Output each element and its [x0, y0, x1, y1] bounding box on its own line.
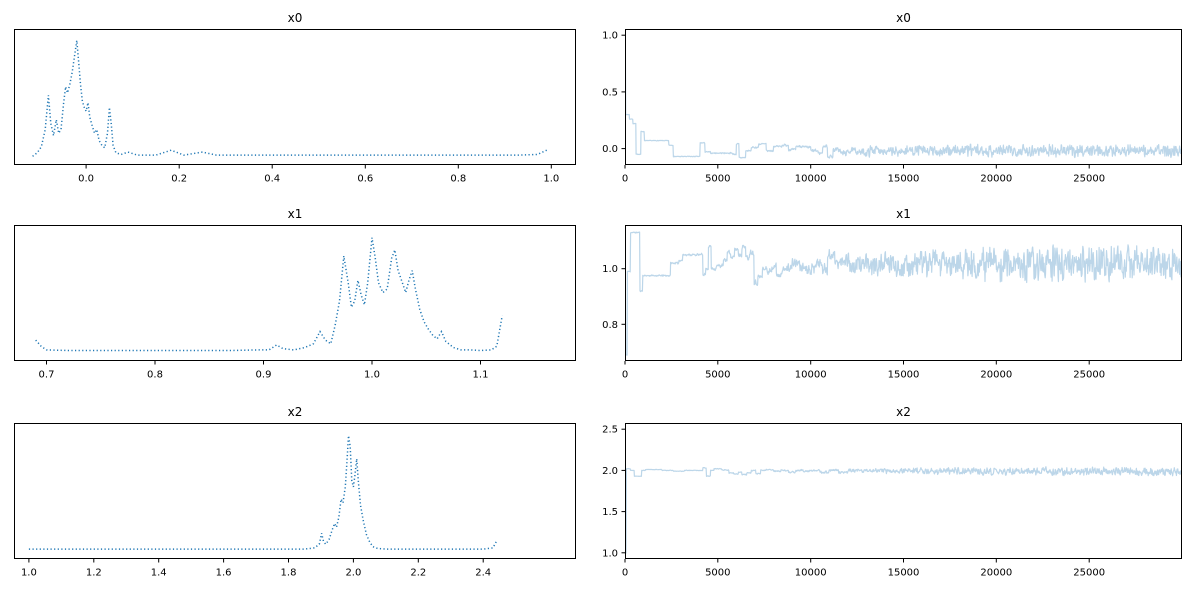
x0-density-x-tick-label: 0.4 [264, 174, 280, 185]
x2-density-x-tick-label: 1.0 [21, 568, 37, 579]
x1-density-title: x1 [288, 207, 303, 221]
x2-trace-x-tick-label: 0 [622, 568, 628, 579]
x1-density-x-tick-label: 1.1 [473, 370, 489, 381]
x2-trace-title: x2 [896, 405, 911, 419]
x1-trace-x-tick-label: 10000 [795, 370, 827, 381]
x0-trace-title: x0 [896, 11, 911, 25]
x0-density-title: x0 [288, 11, 303, 25]
x1-trace-axes-border [625, 225, 1182, 361]
x2-trace-y-tick-label: 2.5 [602, 425, 618, 436]
x2-density-x-tick-label: 1.2 [86, 568, 102, 579]
x2-trace-line [625, 428, 1182, 554]
x0-trace-x-tick-label: 10000 [795, 174, 827, 185]
x1-trace-x-tick-label: 5000 [705, 370, 730, 381]
x2-trace-x-tick-label: 25000 [1073, 568, 1105, 579]
x2-trace-x-tick-label: 15000 [888, 568, 920, 579]
x2-trace-y-tick-label: 1.0 [602, 548, 618, 559]
x2-density-axes-border [14, 423, 576, 559]
x1-trace-x-tick-label: 25000 [1073, 370, 1105, 381]
x1-trace-y-tick-label: 0.8 [602, 320, 618, 331]
x2-trace-y-tick-label: 1.5 [602, 507, 618, 518]
x0-trace-x-tick-label: 5000 [705, 174, 730, 185]
x2-density-x-tick-label: 1.8 [281, 568, 297, 579]
x2-trace-x-tick-label: 10000 [795, 568, 827, 579]
x2-density-x-tick-label: 2.0 [345, 568, 361, 579]
x0-trace-x-tick-label: 15000 [888, 174, 920, 185]
x0-density-line [32, 40, 548, 157]
x2-density-line [28, 435, 497, 550]
x1-trace-line [625, 231, 1182, 356]
x1-trace-title: x1 [896, 207, 911, 221]
x0-trace-y-tick-label: 1.0 [602, 31, 618, 42]
x0-trace-y-tick-label: 0.5 [602, 87, 618, 98]
x0-density-x-tick-label: 0.2 [171, 174, 187, 185]
x1-trace-x-tick-label: 20000 [980, 370, 1012, 381]
x2-density-x-tick-label: 2.2 [410, 568, 426, 579]
x2-trace-y-tick-label: 2.0 [602, 466, 618, 477]
x0-trace-x-tick-label: 20000 [980, 174, 1012, 185]
x2-density-x-tick-label: 2.4 [475, 568, 491, 579]
x2-density-title: x2 [288, 405, 303, 419]
x2-density-x-tick-label: 1.4 [151, 568, 167, 579]
x1-density-x-tick-label: 1.0 [364, 370, 380, 381]
x1-trace-x-tick-label: 15000 [888, 370, 920, 381]
x0-density-axes-border [14, 29, 576, 165]
x1-density-x-tick-label: 0.9 [256, 370, 272, 381]
x1-density-axes-border [14, 225, 576, 361]
x0-density-x-tick-label: 1.0 [543, 174, 559, 185]
x0-trace-line [625, 34, 1182, 159]
x1-trace-y-tick-label: 1.0 [602, 264, 618, 275]
x1-density-x-tick-label: 0.8 [147, 370, 163, 381]
x2-trace-x-tick-label: 20000 [980, 568, 1012, 579]
x0-density-x-tick-label: 0.6 [357, 174, 373, 185]
x2-trace-axes-border [625, 423, 1182, 559]
x0-trace-y-tick-label: 0.0 [602, 144, 618, 155]
x0-trace-axes-border [625, 29, 1182, 165]
x0-density-x-tick-label: 0.0 [78, 174, 94, 185]
x1-trace-x-tick-label: 0 [622, 370, 628, 381]
x0-trace-x-tick-label: 0 [622, 174, 628, 185]
x0-density-x-tick-label: 0.8 [450, 174, 466, 185]
x1-density-x-tick-label: 0.7 [39, 370, 55, 381]
x2-trace-x-tick-label: 5000 [705, 568, 730, 579]
x2-density-x-tick-label: 1.6 [216, 568, 232, 579]
x0-trace-x-tick-label: 25000 [1073, 174, 1105, 185]
x1-density-line [35, 237, 503, 352]
